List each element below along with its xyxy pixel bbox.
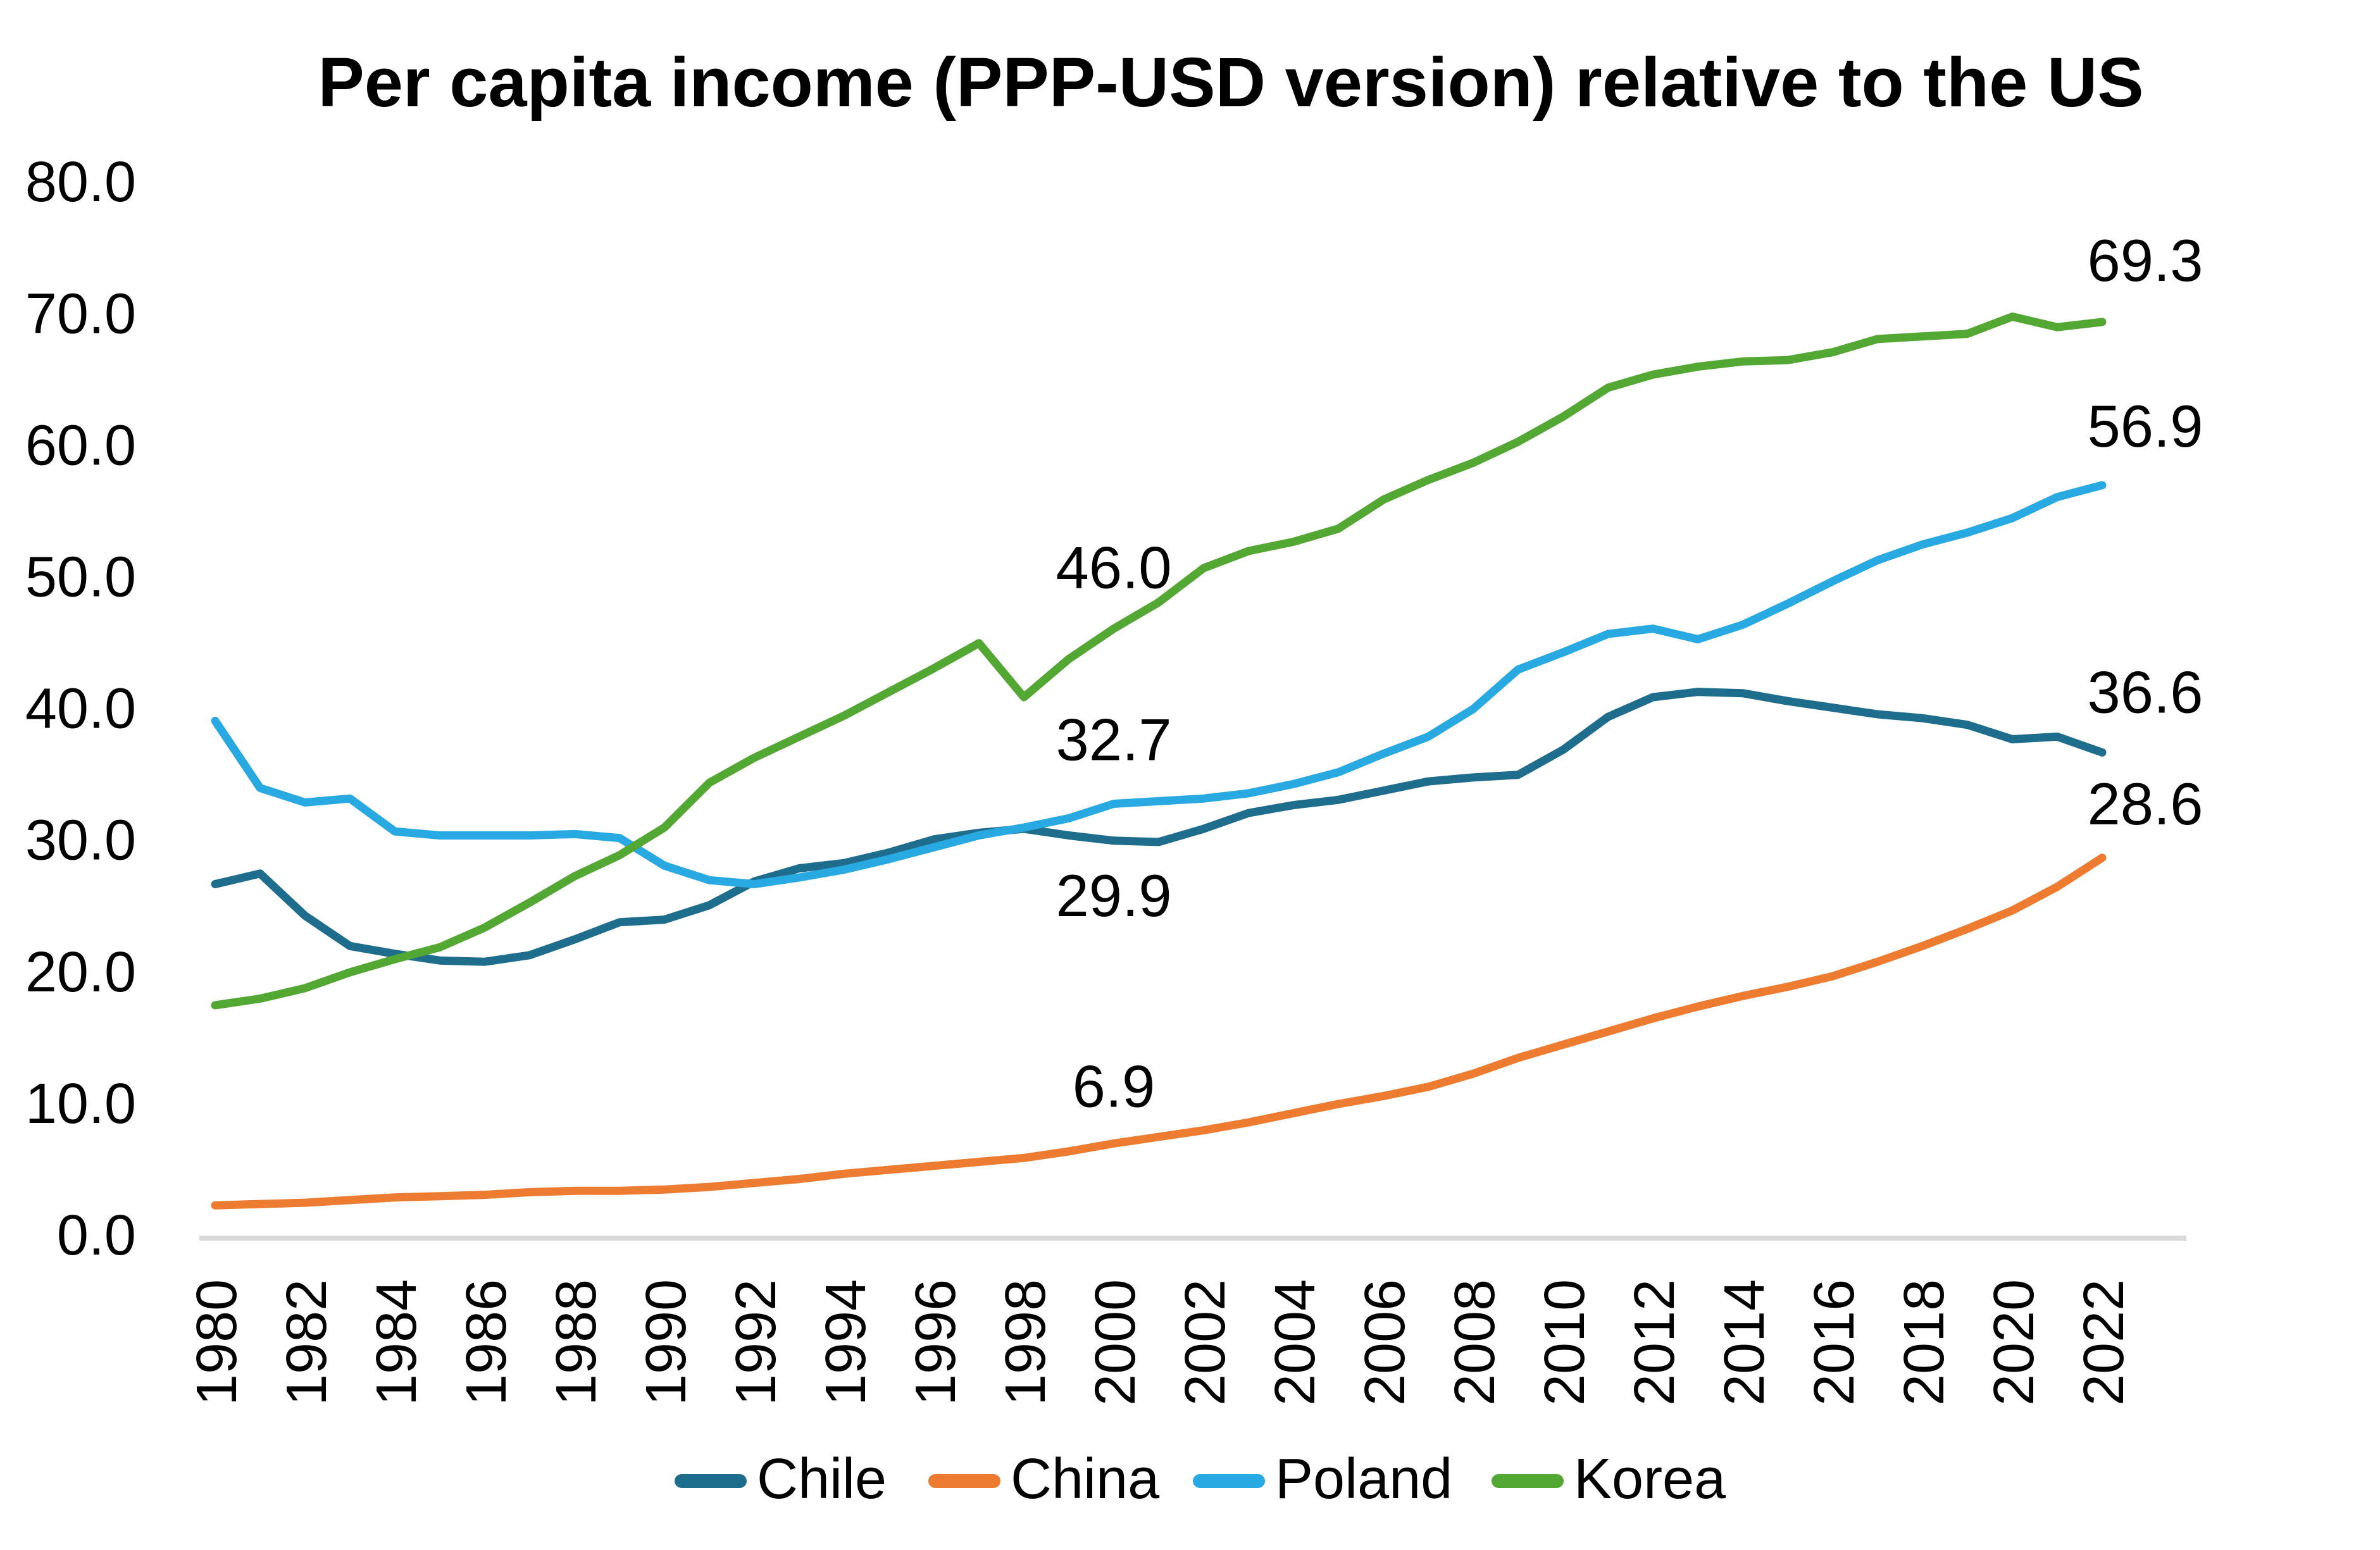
- y-axis-tick-label: 30.0: [25, 809, 136, 872]
- legend-label-chile: Chile: [757, 1448, 887, 1511]
- x-axis-tick-label: 1994: [814, 1279, 878, 1406]
- data-label-poland-2022: 56.9: [2088, 393, 2203, 459]
- x-axis-tick-label: 2022: [2072, 1279, 2136, 1406]
- series-line-korea: [211, 313, 2107, 1010]
- legend-label-china: China: [1011, 1448, 1160, 1511]
- x-axis-tick-label: 1992: [725, 1279, 788, 1406]
- x-axis-tick-label: 1990: [635, 1279, 698, 1406]
- data-label-china-2022: 28.6: [2088, 771, 2203, 837]
- legend-item-poland: Poland: [1193, 1448, 1452, 1511]
- legend: Chile China Poland Korea: [675, 1448, 1726, 1511]
- y-axis-tick-label: 20.0: [25, 941, 136, 1004]
- legend-item-chile: Chile: [675, 1448, 887, 1511]
- y-axis-tick-label: 40.0: [25, 678, 136, 741]
- series-line-chile: [211, 688, 2107, 966]
- x-axis-tick-label: 1996: [904, 1279, 968, 1406]
- data-label-china-2000: 6.9: [1073, 1053, 1156, 1119]
- data-label-poland-2000: 32.7: [1056, 707, 1172, 773]
- chart-title: Per capita income (PPP-USD version) rela…: [318, 44, 2143, 121]
- x-axis-tick-label: 1982: [275, 1279, 339, 1406]
- legend-swatch-poland: [1193, 1474, 1265, 1488]
- y-axis: 0.0 10.0 20.0 30.0 40.0 50.0 60.0 70.0 80.0: [25, 151, 136, 1267]
- legend-swatch-china: [928, 1474, 1000, 1488]
- series-line-poland: [211, 481, 2107, 888]
- y-axis-tick-label: 50.0: [25, 546, 136, 609]
- x-axis-tick-label: 2018: [1893, 1279, 1956, 1406]
- legend-swatch-korea: [1492, 1474, 1564, 1488]
- y-axis-tick-label: 80.0: [25, 151, 136, 214]
- series-lines: [211, 313, 2107, 1210]
- data-label-korea-2000: 46.0: [1056, 535, 1172, 601]
- x-axis-tick-label: 2010: [1533, 1279, 1597, 1406]
- x-axis-tick-label: 1998: [994, 1279, 1057, 1406]
- y-axis-tick-label: 10.0: [25, 1072, 136, 1136]
- y-axis-tick-label: 60.0: [25, 414, 136, 477]
- series-line-china: [211, 853, 2107, 1210]
- x-axis-tick-label: 1988: [545, 1279, 608, 1406]
- x-axis-tick-label: 1984: [365, 1279, 428, 1406]
- legend-label-poland: Poland: [1275, 1448, 1452, 1511]
- x-axis-tick-label: 2000: [1084, 1279, 1147, 1406]
- x-axis-tick-label: 2016: [1803, 1279, 1866, 1406]
- x-axis-tick-label: 2004: [1264, 1279, 1327, 1406]
- x-axis-tick-label: 1986: [455, 1279, 518, 1406]
- x-axis: 1980 1982 1984 1986 1988 1990 1992 1994 1996 1998…: [185, 1236, 2186, 1406]
- data-label-korea-2022: 69.3: [2088, 227, 2203, 294]
- x-axis-tick-label: 2006: [1354, 1279, 1417, 1406]
- data-label-chile-2022: 36.6: [2088, 659, 2203, 725]
- legend-item-china: China: [928, 1448, 1160, 1511]
- data-labels: 46.0 32.7 29.9 6.9 69.3 56.9 36.6 28.6: [1056, 227, 2203, 1120]
- x-axis-tick-label: 2014: [1713, 1279, 1776, 1406]
- x-axis-tick-label: 2008: [1443, 1279, 1507, 1406]
- x-axis-tick-label: 1980: [185, 1279, 249, 1406]
- legend-label-korea: Korea: [1574, 1448, 1726, 1511]
- legend-swatch-chile: [675, 1474, 747, 1488]
- y-axis-tick-label: 70.0: [25, 282, 136, 345]
- data-label-chile-2000: 29.9: [1056, 862, 1172, 929]
- x-axis-tick-label: 2020: [1983, 1279, 2046, 1406]
- x-axis-tick-label: 2002: [1174, 1279, 1237, 1406]
- legend-item-korea: Korea: [1492, 1448, 1726, 1511]
- x-axis-tick-label: 2012: [1623, 1279, 1686, 1406]
- y-axis-tick-label: 0.0: [57, 1204, 136, 1267]
